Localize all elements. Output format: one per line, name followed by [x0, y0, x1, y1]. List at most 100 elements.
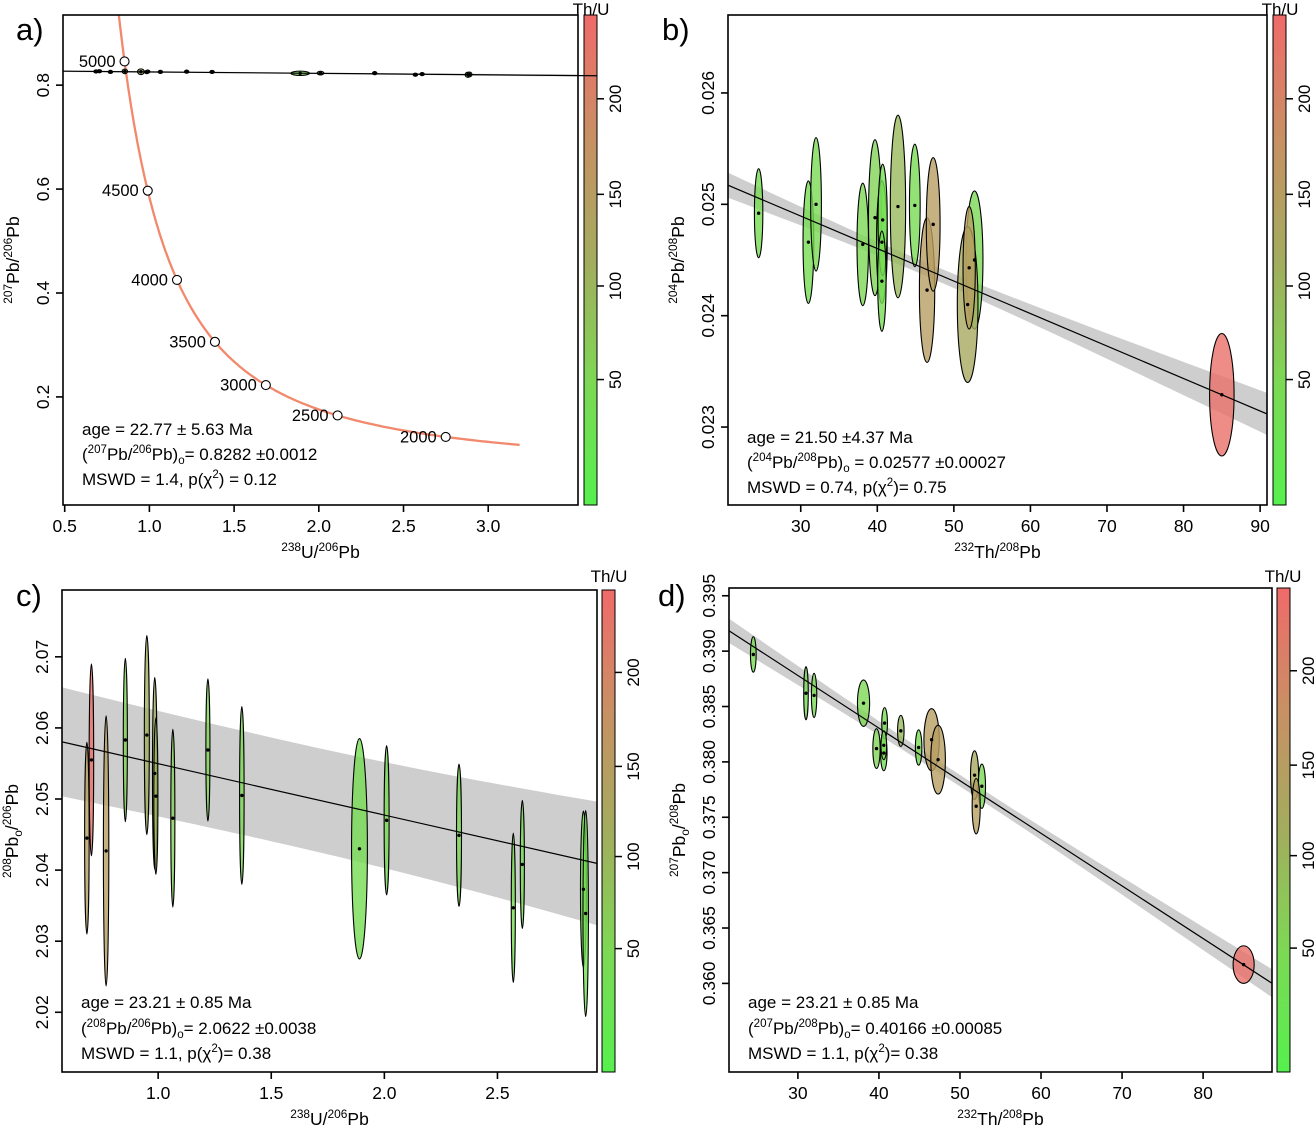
panel-c-plot: 501001502001.01.52.02.5238​U/206​Pb2.022… [0, 589, 643, 1129]
x-tick-label: 60 [1021, 516, 1041, 536]
colorbar: 50 100 150 200 [1276, 587, 1314, 1073]
y-axis-label: 204​Pb/208​Pb [666, 216, 688, 303]
y-axis: 2.02 2.03 2.04 2.05 2.06 2.07 208​Pbo​/206​Pb [0, 640, 62, 1029]
y-axis-label: 207​Pbo​/208​Pb [667, 783, 692, 877]
colorbar-tick-label: 200 [1295, 85, 1314, 113]
concordia-age-marker [171, 274, 183, 285]
x-axis: 1.0 1.5 2.0 2.5 238​U/206​Pb [146, 1072, 510, 1129]
x-tick-label: 80 [1193, 1083, 1213, 1103]
stats-line: MSWD = 1.4, p(χ2​) = 0.12 [82, 469, 277, 489]
stats-line: age = 21.50 ±4.37 Ma [747, 428, 913, 447]
stats-line: age = 23.21 ± 0.85 Ma [748, 993, 919, 1012]
stats-line: (207​Pb/208​Pb)o​= 0.40166 ±0.00085 [748, 1018, 1002, 1041]
panel-b-plot: 50 100 150 200 30 40 50 60 70 80 90 232​Th/208​Pb 0.… [666, 14, 1314, 562]
colorbar-tick-label: 200 [624, 658, 643, 686]
x-axis-label: 232​Th/208​Pb [954, 540, 1040, 562]
y-tick-label: 2.02 [32, 995, 52, 1029]
x-tick-label: 1.0 [146, 1083, 171, 1103]
colorbar-title-a: Th/U [572, 0, 610, 19]
colorbar-tick-label: 150 [1295, 180, 1314, 208]
data-point [1241, 962, 1246, 967]
data-point [972, 773, 977, 777]
stats-text: age = 23.21 ± 0.85 Ma (208​Pb/206​Pb)o​= … [81, 993, 316, 1063]
x-tick-label: 50 [944, 516, 964, 536]
data-point [880, 240, 884, 244]
data-point [158, 70, 163, 74]
stats-line: age = 22.77 ± 5.63 Ma [82, 420, 253, 439]
y-tick-label: 0.380 [699, 740, 719, 784]
y-tick-label: 2.06 [32, 711, 52, 745]
stats-line: (207​Pb/206​Pb)o​= 0.8282 ±0.0012 [82, 444, 317, 467]
confidence-band [729, 618, 1272, 998]
isochron-line [728, 184, 1267, 415]
y-tick-label: 0.025 [698, 182, 718, 226]
colorbar-tick-label: 200 [606, 85, 625, 113]
stats-text: age = 22.77 ± 5.63 Ma (207​Pb/206​Pb)o​= … [82, 420, 317, 489]
colorbar-tick-label: 100 [624, 842, 643, 870]
data-point [357, 847, 362, 851]
x-tick-label: 2.5 [391, 516, 415, 536]
y-tick-label: 0.390 [699, 629, 719, 673]
x-axis: 30 40 50 60 70 80 90 232​Th/208​Pb [791, 505, 1270, 562]
x-tick-label: 0.5 [53, 516, 77, 536]
concordia-age-marker [332, 410, 343, 421]
x-tick-label: 2.0 [372, 1083, 397, 1103]
data-point [751, 652, 756, 657]
data-point [104, 849, 108, 853]
y-tick-label: 2.05 [32, 782, 52, 816]
plot-box [62, 14, 579, 506]
stats-line: MSWD = 1.1, p(χ2​)= 0.38 [81, 1043, 271, 1063]
y-tick-label: 0.375 [699, 795, 719, 839]
colorbar-tick-label: 100 [1295, 272, 1314, 300]
x-tick-label: 60 [1031, 1083, 1051, 1103]
x-tick-label: 70 [1097, 516, 1117, 536]
y-tick-label: 0.360 [699, 961, 719, 1005]
colorbar-tick-label: 50 [1299, 939, 1314, 958]
data-point [139, 70, 143, 74]
data-point [814, 202, 818, 207]
x-tick-label: 50 [950, 1083, 970, 1103]
data-point [882, 751, 886, 755]
data-point [896, 204, 900, 209]
data-point [874, 746, 879, 751]
colorbar-gradient [1272, 14, 1287, 506]
data-points [85, 733, 588, 916]
colorbar-gradient [583, 14, 598, 506]
x-tick-label: 80 [1174, 516, 1194, 536]
concordia-age-label: 2000 [400, 428, 437, 446]
data-point [420, 72, 424, 76]
x-tick-label: 1.0 [137, 516, 162, 536]
isochron-line [62, 741, 597, 864]
data-point [804, 691, 808, 695]
x-tick-label: 40 [868, 516, 888, 536]
data-point [882, 743, 886, 747]
concordia-age-label: 3500 [169, 333, 206, 351]
y-axis-label: 208​Pbo​/206​Pb [0, 784, 25, 878]
data-point [929, 738, 934, 742]
x-tick-label: 70 [1112, 1083, 1132, 1103]
data-point [153, 771, 157, 776]
x-tick-label: 30 [788, 1083, 808, 1103]
data-point [384, 818, 389, 823]
y-tick-label: 0.6 [33, 177, 53, 201]
y-axis-label: 207​Pb/206​Pb [1, 216, 23, 303]
concordia-age-marker [209, 336, 220, 347]
data-point [210, 70, 214, 74]
panel-d-plot: 50 100 150 200 30 40 50 60 70 80 232​Th/208​Pb 0.36… [667, 574, 1314, 1129]
colorbar-tick-label: 50 [624, 939, 643, 958]
data-point [318, 71, 323, 75]
data-point [457, 833, 461, 837]
data-point [873, 215, 877, 220]
stats-line: MSWD = 0.74, p(χ2​)= 0.75 [747, 477, 947, 497]
y-tick-label: 2.04 [32, 853, 52, 887]
data-point [916, 745, 921, 750]
y-axis: 0.360 0.365 0.370 0.375 0.380 0.385 0.390 0.395… [667, 574, 729, 1005]
colorbar: 50 100 150 200 [583, 14, 625, 506]
data-point [206, 748, 210, 752]
y-tick-label: 0.024 [698, 294, 718, 338]
panel-c-letter: c) [16, 578, 42, 613]
data-point [936, 757, 940, 762]
y-axis: 0.2 0.4 0.6 0.8 207​Pb/206​Pb [1, 73, 63, 409]
y-axis: 0.023 0.024 0.025 0.026 204​Pb/208​Pb [666, 71, 728, 449]
